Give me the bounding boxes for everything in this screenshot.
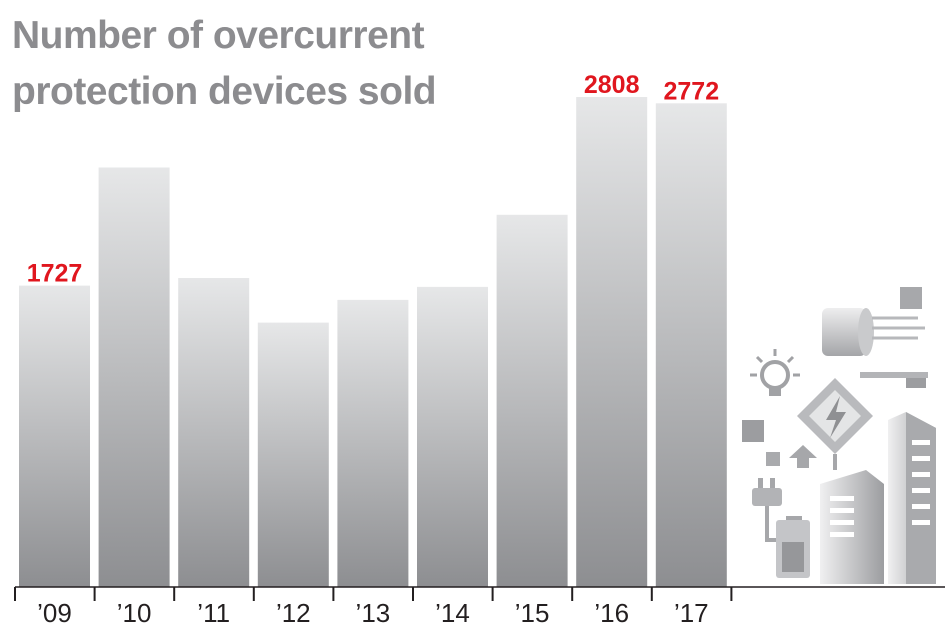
bars-group — [19, 97, 727, 588]
x-tick-label-6: ’15 — [515, 598, 550, 628]
data-label-0: 1727 — [27, 260, 83, 288]
x-tick-label-4: ’13 — [356, 598, 391, 628]
skyscraper-icon — [888, 412, 936, 584]
data-labels-group: 1727 2808 2772 — [27, 71, 719, 288]
bar-4 — [337, 299, 409, 587]
arrow-up-icon — [789, 445, 817, 468]
energy-icon-cluster — [742, 287, 936, 584]
x-tick-label-0: ’09 — [37, 598, 72, 628]
x-tick-label-7: ’16 — [594, 598, 629, 628]
building-icon — [820, 470, 884, 584]
x-tick-label-1: ’10 — [117, 598, 152, 628]
bar-5 — [417, 286, 488, 587]
bar-7 — [576, 97, 648, 587]
battery-icon — [776, 516, 810, 578]
bar-6 — [496, 214, 568, 588]
square-icon — [766, 452, 780, 466]
x-tick-label-5: ’14 — [435, 598, 470, 628]
bar-1 — [98, 167, 170, 587]
bar-8 — [655, 103, 727, 588]
lightbulb-icon — [750, 349, 800, 396]
x-axis: ’09 ’10 ’11 ’12 ’13 ’14 ’15 ’16 ’17 — [14, 586, 945, 628]
lightning-warning-icon — [797, 378, 873, 470]
chart-title: Number of overcurrent protection devices… — [12, 14, 437, 113]
x-tick-label-3: ’12 — [276, 598, 311, 628]
bar-3 — [257, 322, 329, 587]
data-label-8: 2772 — [663, 77, 719, 105]
plug-icon — [752, 478, 790, 542]
square-icon — [742, 420, 764, 442]
bar-2 — [178, 278, 250, 587]
data-label-7: 2808 — [584, 71, 640, 99]
wind-turbine-icon — [822, 287, 928, 388]
bar-0 — [19, 285, 90, 587]
x-tick-label-2: ’11 — [197, 598, 230, 628]
x-tick-label-8: ’17 — [674, 598, 709, 628]
